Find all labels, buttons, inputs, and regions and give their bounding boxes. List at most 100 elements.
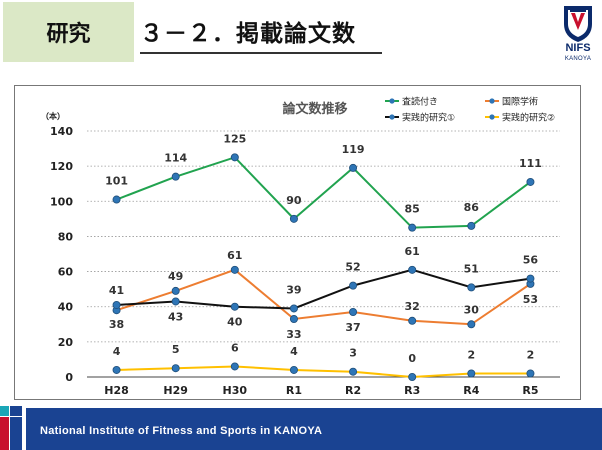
data-label: 30: [464, 303, 480, 316]
data-point: [349, 163, 358, 172]
x-tick-label: H28: [104, 384, 129, 397]
series-line-3: [116, 365, 531, 379]
legend-entry: 査読付き: [402, 96, 438, 108]
data-label: 40: [227, 316, 243, 329]
data-label: 85: [405, 203, 420, 216]
y-tick-label: 20: [58, 336, 74, 349]
data-label: 61: [405, 245, 420, 258]
data-point: [289, 315, 298, 324]
data-label: 101: [105, 175, 128, 188]
data-point: [289, 214, 298, 223]
data-label: 2: [467, 348, 475, 361]
data-point: [526, 177, 535, 186]
data-point: [408, 316, 417, 325]
y-tick-label: 40: [58, 301, 74, 314]
y-tick-label: 120: [50, 160, 73, 173]
data-point: [230, 265, 239, 274]
data-point: [349, 367, 358, 376]
data-label: 5: [172, 343, 180, 356]
data-label: 86: [464, 201, 480, 214]
data-point: [112, 365, 121, 374]
y-tick-label: 60: [58, 266, 74, 279]
data-label: 2: [527, 348, 535, 361]
x-tick-label: H30: [223, 384, 248, 397]
data-point: [230, 302, 239, 311]
x-tick-label: H29: [163, 384, 188, 397]
legend-entry: 実践的研究②: [502, 112, 555, 124]
chart-grid: [87, 130, 560, 343]
data-point: [408, 265, 417, 274]
data-label: 51: [464, 262, 479, 275]
data-point: [467, 221, 476, 230]
series-line-1: [116, 268, 532, 326]
data-label: 0: [408, 352, 416, 365]
data-label: 4: [290, 345, 298, 358]
x-tick-label: R3: [404, 384, 420, 397]
section-tag: 研究: [3, 2, 134, 62]
y-tick-label: 140: [50, 125, 73, 138]
data-point: [171, 297, 180, 306]
data-point: [289, 304, 298, 313]
data-label: 56: [523, 254, 539, 267]
data-point: [526, 369, 535, 378]
footer-color-blocks: [0, 406, 22, 450]
footer-bar: [26, 408, 602, 450]
data-label: 43: [168, 310, 183, 323]
data-point: [230, 153, 239, 162]
legend-marker: [489, 114, 495, 120]
chart-title: 論文数推移: [282, 101, 347, 117]
logo-name: NIFS: [565, 42, 591, 54]
title-underline: [140, 52, 382, 54]
data-point: [526, 274, 535, 283]
nifs-logo: NIFS KANOYA: [556, 4, 600, 66]
legend-entry: 実践的研究①: [402, 112, 455, 124]
data-point: [467, 320, 476, 329]
data-label: 32: [405, 300, 420, 313]
data-point: [467, 283, 476, 292]
data-label: 53: [523, 293, 538, 306]
x-tick-label: R2: [345, 384, 361, 397]
data-label: 52: [345, 261, 360, 274]
data-label: 125: [223, 132, 246, 145]
legend-marker: [389, 98, 395, 104]
y-tick-label: 100: [50, 195, 73, 208]
y-axis-label: （本）: [41, 111, 65, 121]
data-point: [171, 286, 180, 295]
legend-marker: [389, 114, 395, 120]
logo-subtitle: KANOYA: [564, 56, 592, 62]
data-point: [349, 281, 358, 290]
slide-title: ３－２．掲載論文数: [140, 21, 356, 47]
data-label: 4: [113, 345, 121, 358]
series-line-0: [116, 156, 532, 229]
paper-count-chart: 0 20 40 60 80 100 120 140 H28 H29 H30 R1 R2 R3 R4 R5 10…: [14, 85, 581, 400]
footer-institute-name: National Institute of Fitness and Sports…: [40, 425, 323, 437]
data-label: 37: [345, 321, 360, 334]
y-tick-label: 0: [65, 371, 73, 384]
x-tick-label: R5: [522, 384, 538, 397]
series-line-2: [116, 268, 531, 310]
data-point: [112, 300, 121, 309]
data-label: 41: [109, 284, 124, 297]
x-tick-label: R1: [286, 384, 302, 397]
data-point: [349, 307, 358, 316]
y-tick-label: 80: [58, 230, 74, 243]
data-point: [408, 372, 417, 381]
data-label: 114: [164, 152, 187, 165]
data-label: 39: [286, 283, 301, 296]
data-label: 6: [231, 341, 239, 354]
data-label: 33: [286, 328, 301, 341]
data-label: 3: [349, 347, 357, 360]
data-point: [408, 223, 417, 232]
data-point: [230, 362, 239, 371]
x-tick-label: R4: [463, 384, 479, 397]
data-point: [289, 365, 298, 374]
data-label: 111: [519, 157, 542, 170]
data-label: 90: [286, 194, 302, 207]
data-label: 38: [109, 318, 124, 331]
chart-series: [112, 153, 535, 381]
legend-entry: 国際学術: [502, 96, 538, 108]
